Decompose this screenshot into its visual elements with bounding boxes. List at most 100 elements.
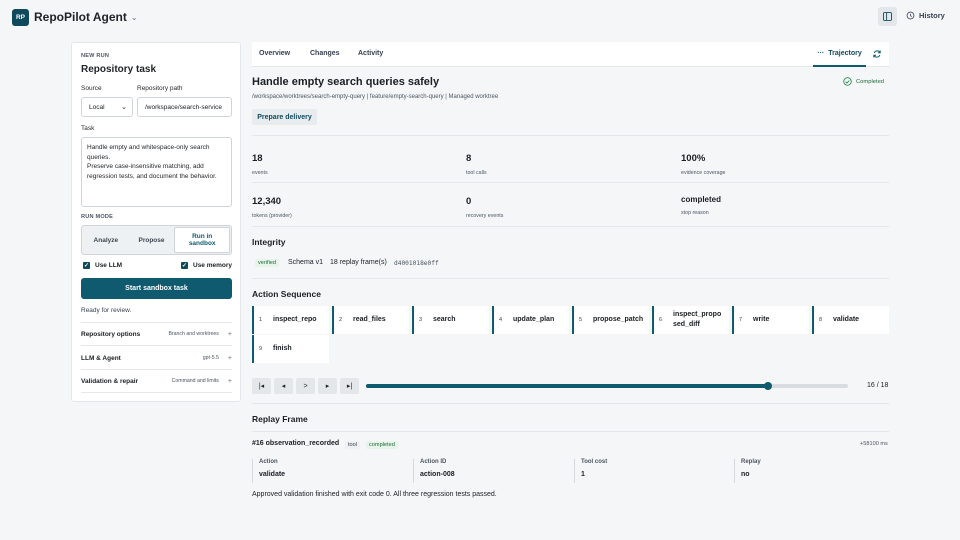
plus-icon: + [227, 354, 232, 362]
task-textarea[interactable]: Handle empty and whitespace-only search … [81, 137, 232, 207]
history-button[interactable]: History [906, 11, 945, 20]
top-bar: RP RepoPilot Agent ⌄ [0, 0, 960, 34]
panel-title: Repository task [81, 64, 157, 75]
divider [252, 182, 889, 183]
app-logo: RP [12, 8, 29, 26]
status-label: Completed [856, 78, 885, 85]
replay-slider-fill [366, 384, 768, 388]
cell-action: Action validate [252, 459, 407, 483]
history-label: History [919, 11, 945, 20]
tab-bar: Overview Changes Activity ··· Trajectory [252, 42, 889, 67]
llm-agent-row[interactable]: LLM & Agent gpt-5.5 + [81, 347, 232, 370]
cell-replay: Replay no [734, 459, 889, 483]
refresh-icon [873, 50, 881, 58]
validation-repair-sub: Command and limits [171, 378, 219, 384]
dots-icon: ··· [817, 50, 825, 57]
chevron-down-icon[interactable]: ⌄ [130, 12, 138, 22]
replay-slider[interactable] [366, 382, 848, 390]
action-step[interactable]: 9 finish [252, 335, 329, 363]
task-title: Handle empty search queries safely [252, 76, 440, 88]
hash-value: d4001018e0ff [394, 260, 439, 267]
plus-icon: + [227, 377, 232, 385]
integrity-title: Integrity [252, 237, 286, 247]
action-step[interactable]: 1 inspect_repo [252, 306, 329, 334]
action-step[interactable]: 6 inspect_propo sed_diff [652, 306, 729, 334]
action-step[interactable]: 8 validate [812, 306, 889, 334]
stat-stop-reason: completed stop reason [681, 195, 722, 216]
use-llm-checkbox[interactable]: ✓ Use LLM [83, 262, 122, 269]
checkmark-icon: ✓ [83, 262, 90, 269]
validation-repair-title: Validation & repair [81, 377, 139, 385]
sidebar-panel-icon [883, 12, 892, 21]
app-name[interactable]: RepoPilot Agent [34, 10, 127, 24]
verified-badge: verified [255, 259, 280, 267]
action-step[interactable]: 7 write [732, 306, 809, 334]
last-frame-button[interactable]: ▸| [340, 378, 359, 394]
divider [252, 403, 889, 404]
prepare-delivery-button[interactable]: Prepare delivery [252, 109, 317, 125]
stat-tokens: 12,340 tokens (provider) [252, 196, 292, 219]
next-frame-button[interactable]: ▸ [318, 378, 337, 394]
action-step[interactable]: 3 search [412, 306, 489, 334]
mode-analyze[interactable]: Analyze [93, 236, 119, 244]
action-step[interactable]: 2 read_files [332, 306, 409, 334]
source-label: Source [81, 85, 102, 92]
repository-options-row[interactable]: Repository options Branch and worktrees … [81, 323, 232, 346]
path-label: Repository path [137, 85, 183, 92]
mode-run-in-sandbox[interactable]: Run in sandbox [174, 227, 231, 253]
divider [252, 278, 889, 279]
divider [252, 226, 889, 227]
run-mode-label: RUN MODE [81, 214, 114, 220]
status-text: Ready for review. [81, 307, 132, 314]
repository-path-input[interactable]: /workspace/search-service [137, 97, 232, 117]
replay-slider-thumb[interactable] [763, 382, 772, 390]
validation-repair-row[interactable]: Validation & repair Command and limits + [81, 370, 232, 393]
source-value: Local [89, 103, 105, 111]
repository-options-title: Repository options [81, 330, 141, 338]
history-icon [906, 11, 915, 20]
mode-propose[interactable]: Propose [138, 236, 165, 244]
cell-tool-cost: Tool cost 1 [574, 459, 729, 483]
action-step[interactable]: 4 update_plan [492, 306, 569, 334]
event-kind-badge: tool [345, 441, 361, 449]
plus-icon: + [227, 330, 232, 338]
llm-agent-sub: gpt-5.5 [202, 355, 219, 361]
play-button[interactable]: > [296, 378, 315, 394]
new-run-eyebrow: NEW RUN [81, 53, 110, 59]
frame-counter: 16 / 18 [867, 382, 889, 389]
stat-recovery-events: 0 recovery events [466, 196, 504, 219]
run-mode-segmented: Analyze Propose Run in sandbox [81, 225, 232, 255]
action-step[interactable]: 5 propose_patch [572, 306, 649, 334]
use-memory-checkbox[interactable]: ✓ Use memory [181, 262, 232, 269]
divider [252, 431, 889, 432]
tab-changes[interactable]: Changes [310, 50, 340, 57]
stat-events: 18 events [252, 153, 268, 176]
divider [81, 322, 232, 323]
source-select[interactable]: Local ⌄ [81, 97, 133, 117]
replay-frame-title: Replay Frame [252, 414, 308, 424]
prev-frame-button[interactable]: ◂ [274, 378, 293, 394]
event-state-badge: completed [366, 441, 398, 449]
first-frame-button[interactable]: |◂ [252, 378, 271, 394]
action-sequence-title: Action Sequence [252, 289, 321, 299]
divider [252, 135, 889, 136]
status-badge: Completed [843, 77, 884, 86]
schema-version: Schema v1 [288, 259, 324, 266]
repository-options-sub: Branch and worktrees [168, 331, 219, 337]
event-name: #16 observation_recorded [252, 440, 340, 447]
use-memory-label: Use memory [193, 262, 233, 269]
stat-evidence-coverage: 100% evidence coverage [681, 153, 726, 176]
replay-frames: 18 replay frame(s) [330, 259, 387, 266]
tab-overview[interactable]: Overview [259, 50, 291, 57]
checkmark-icon: ✓ [181, 262, 188, 269]
start-sandbox-task-button[interactable]: Start sandbox task [81, 278, 232, 299]
new-run-panel: NEW RUN Repository task Source Repositor… [71, 42, 241, 402]
tab-activity[interactable]: Activity [358, 50, 384, 57]
tab-trajectory-label: Trajectory [828, 50, 862, 57]
refresh-button[interactable] [872, 49, 882, 61]
stat-tool-calls: 8 tool calls [466, 153, 487, 176]
task-label: Task [81, 125, 95, 132]
check-circle-icon [843, 77, 852, 86]
panel-toggle-button[interactable] [878, 7, 897, 26]
tab-trajectory[interactable]: ··· Trajectory [813, 42, 866, 67]
